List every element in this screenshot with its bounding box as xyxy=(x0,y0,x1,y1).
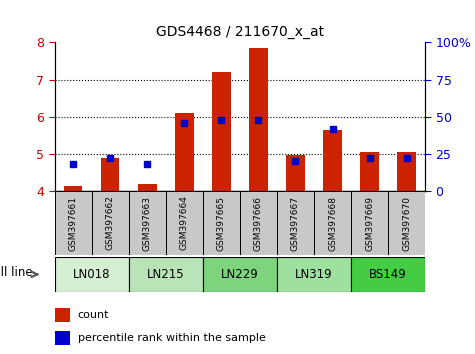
Bar xyxy=(203,191,240,255)
Text: cell line: cell line xyxy=(0,266,33,279)
Bar xyxy=(212,72,231,191)
Text: GSM397663: GSM397663 xyxy=(143,195,152,251)
Bar xyxy=(249,48,267,191)
Title: GDS4468 / 211670_x_at: GDS4468 / 211670_x_at xyxy=(156,25,324,39)
Text: GSM397662: GSM397662 xyxy=(106,195,114,251)
Bar xyxy=(361,152,379,191)
Bar xyxy=(314,191,351,255)
Bar xyxy=(166,191,203,255)
Text: LN215: LN215 xyxy=(147,268,185,281)
Bar xyxy=(175,113,194,191)
Bar xyxy=(55,191,92,255)
Bar xyxy=(351,257,425,292)
Bar xyxy=(55,308,70,322)
Bar xyxy=(323,130,342,191)
Text: GSM397668: GSM397668 xyxy=(328,195,337,251)
Bar xyxy=(92,191,129,255)
Text: BS149: BS149 xyxy=(369,268,407,281)
Bar xyxy=(55,257,129,292)
Bar xyxy=(138,184,157,191)
Bar xyxy=(203,257,277,292)
Bar xyxy=(240,191,277,255)
Bar xyxy=(129,191,166,255)
Text: LN018: LN018 xyxy=(73,268,110,281)
Bar xyxy=(286,155,305,191)
Bar xyxy=(64,185,83,191)
Text: GSM397666: GSM397666 xyxy=(254,195,263,251)
Bar xyxy=(397,152,416,191)
Bar xyxy=(101,158,120,191)
Bar xyxy=(388,191,425,255)
Text: GSM397665: GSM397665 xyxy=(217,195,226,251)
Text: percentile rank within the sample: percentile rank within the sample xyxy=(77,332,266,343)
Bar xyxy=(129,257,203,292)
Bar xyxy=(277,191,314,255)
Text: GSM397661: GSM397661 xyxy=(69,195,77,251)
Text: LN229: LN229 xyxy=(221,268,259,281)
Text: GSM397670: GSM397670 xyxy=(402,195,411,251)
Text: GSM397667: GSM397667 xyxy=(291,195,300,251)
Bar xyxy=(55,331,70,344)
Text: count: count xyxy=(77,310,109,320)
Bar xyxy=(351,191,388,255)
Text: GSM397664: GSM397664 xyxy=(180,195,189,251)
Text: GSM397669: GSM397669 xyxy=(365,195,374,251)
Bar xyxy=(277,257,351,292)
Text: LN319: LN319 xyxy=(295,268,333,281)
